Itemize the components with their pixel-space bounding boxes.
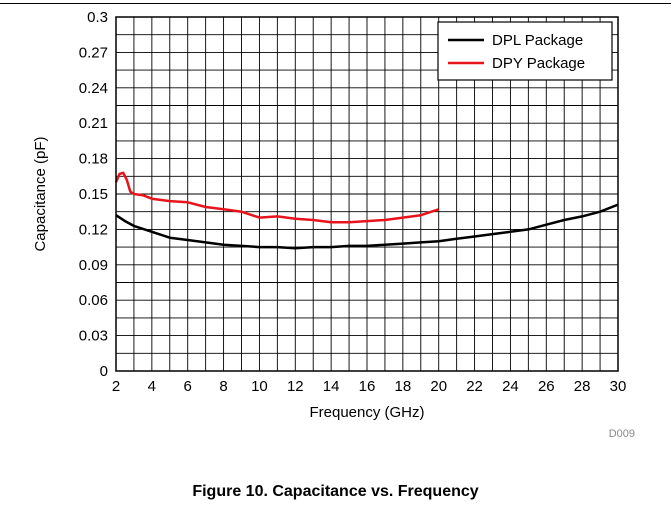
- series-line-dpy: [114, 171, 440, 224]
- x-tick-label: 6: [184, 378, 192, 395]
- figure-caption: Figure 10. Capacitance vs. Frequency: [192, 483, 479, 500]
- legend: DPL Package DPY Package: [437, 21, 613, 81]
- y-tick-label: 0: [100, 363, 108, 380]
- y-tick-label: 0.24: [79, 80, 108, 97]
- series-line-dpl: [115, 203, 619, 250]
- y-tick-label: 0.3: [87, 9, 108, 26]
- x-tick-label: 20: [430, 378, 447, 395]
- x-tick-label: 4: [148, 378, 156, 395]
- x-tick-label: 30: [610, 378, 627, 395]
- y-tick-label: 0.03: [79, 328, 108, 345]
- y-tick-label: 0.06: [79, 292, 108, 309]
- y-tick-label: 0.09: [79, 257, 108, 274]
- x-tick-label: 18: [395, 378, 412, 395]
- y-tick-label: 0.12: [79, 221, 108, 238]
- x-tick-labels: 2 4 6 8 10 12 14 16 18 20 22 24 26 28 30: [112, 378, 627, 395]
- y-tick-label: 0.21: [79, 115, 108, 132]
- y-tick-label: 0.18: [79, 151, 108, 168]
- legend-box: [437, 21, 613, 81]
- x-tick-label: 8: [219, 378, 227, 395]
- x-axis-label: Frequency (GHz): [309, 404, 424, 421]
- top-rule: [0, 3, 671, 4]
- x-tick-label: 26: [538, 378, 555, 395]
- x-tick-label: 24: [502, 378, 519, 395]
- x-tick-label: 22: [466, 378, 483, 395]
- y-tick-label: 0.27: [79, 44, 108, 61]
- legend-label-dpy: DPY Package: [492, 55, 585, 72]
- x-tick-label: 12: [287, 378, 304, 395]
- y-axis-label: Capacitance (pF): [32, 136, 49, 251]
- capacitance-chart: 2 4 6 8 10 12 14 16 18 20 22 24 26 28 30 00.030.060.09…: [32, 9, 635, 440]
- grid-lines: [115, 16, 619, 372]
- series-layer: [114, 171, 619, 250]
- x-tick-label: 28: [574, 378, 591, 395]
- plot-frame: [115, 16, 619, 372]
- chart-annotation: D009: [609, 428, 635, 440]
- y-tick-labels: 0 0.03 0.06 0.09 0.12 0.15 0.18 0.21 0.24 0.27 0.3: [79, 9, 108, 380]
- legend-label-dpl: DPL Package: [492, 32, 583, 49]
- x-tick-label: 10: [251, 378, 268, 395]
- x-tick-label: 16: [359, 378, 376, 395]
- x-tick-label: 14: [323, 378, 340, 395]
- x-tick-label: 2: [112, 378, 120, 395]
- y-tick-label: 0.15: [79, 186, 108, 203]
